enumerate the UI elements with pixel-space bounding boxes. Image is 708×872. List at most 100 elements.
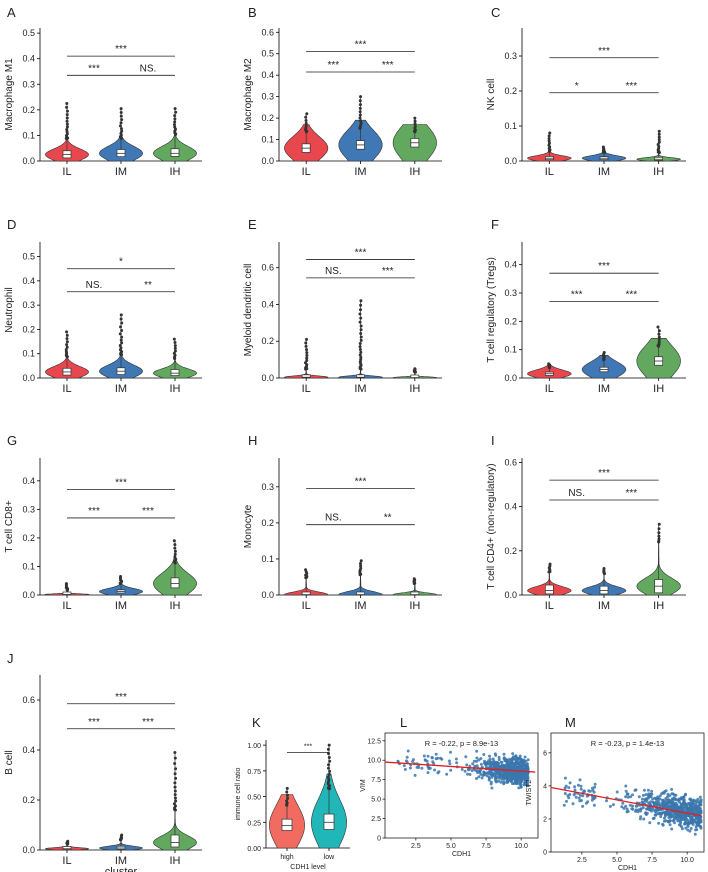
y-axis-label: TWIST2 [526, 780, 533, 806]
scatter-point [437, 770, 441, 774]
scatter-point [695, 828, 699, 832]
outlier-point [327, 763, 331, 767]
box-IH [170, 834, 180, 848]
panel-K: K 0.00 0.25 0.50 0.75 1.00 immune cell ratio hi… [235, 715, 350, 871]
scatter-point [408, 766, 412, 770]
outlier-point [119, 114, 123, 118]
scatter-point [519, 760, 523, 763]
scatter-point [562, 803, 566, 807]
panel-letter: I [491, 433, 495, 448]
y-tick-label: 0.5 [22, 252, 35, 262]
outlier-point [65, 345, 69, 349]
y-tick-label: 0.2 [504, 316, 517, 326]
scatter-point [515, 766, 519, 770]
scatter-point [519, 778, 523, 782]
y-tick-label: 0 [377, 836, 381, 843]
outlier-point [65, 113, 69, 117]
scatter-point [475, 769, 479, 773]
outlier-point [359, 324, 363, 328]
scatter-point [699, 798, 703, 802]
scatter-point [579, 787, 583, 791]
scatter-point [667, 799, 671, 803]
outlier-point [65, 343, 69, 347]
scatter-point [620, 805, 624, 809]
outlier-point [174, 776, 178, 780]
scatter-point [519, 762, 523, 766]
scatter-point [509, 761, 513, 765]
outlier-point [358, 348, 362, 352]
scatter-point [483, 761, 487, 765]
scatter-point [514, 762, 518, 766]
outlier-point [547, 136, 551, 140]
scatter-point [475, 764, 479, 768]
scatter-point [488, 760, 492, 764]
y-tick-label: 0.3 [504, 288, 517, 298]
panel-I: I 0.0 0.2 0.4 0.6 T cell CD4+ (non-regulatory… [486, 433, 686, 612]
outlier-point [657, 531, 661, 535]
y-tick-label: 0.3 [22, 504, 35, 514]
outlier-point [657, 534, 661, 538]
scatter-point [660, 792, 664, 796]
y-tick-label: 0.1 [22, 349, 35, 359]
scatter-point [454, 757, 458, 761]
scatter-point [464, 755, 468, 759]
outlier-point [359, 119, 363, 123]
scatter-point [516, 773, 519, 777]
significance-label: *** [382, 266, 394, 277]
outlier-point [548, 562, 552, 566]
box-IM [356, 374, 365, 379]
scatter-point [565, 799, 568, 803]
outlier-point [359, 335, 363, 339]
scatter-point [502, 752, 506, 756]
scatter-point [634, 809, 637, 813]
outlier-point [119, 574, 123, 578]
significance-label: * [575, 81, 579, 92]
scatter-point [670, 827, 674, 831]
outlier-point [359, 316, 363, 320]
outlier-point [173, 117, 177, 121]
y-tick-label: 0.1 [22, 130, 35, 140]
x-tick-label: IM [115, 166, 127, 178]
scatter-point [653, 809, 657, 813]
outlier-point [285, 793, 289, 797]
scatter-point [673, 802, 677, 806]
x-tick-label: IM [115, 600, 127, 612]
scatter-point [423, 758, 427, 762]
scatter-point [526, 784, 530, 788]
panel-J: J 0.0 0.2 0.4 0.6 B cell IL IM IH *** *** *** cluste… [4, 651, 202, 872]
scatter-point [655, 802, 659, 806]
outlier-point [119, 127, 123, 131]
outlier-point [118, 332, 122, 336]
x-tick-label: IH [409, 600, 420, 612]
scatter-point [671, 819, 675, 823]
scatter-point [672, 796, 676, 800]
outlier-point [305, 348, 309, 352]
scatter-point [678, 823, 681, 827]
scatter-point [624, 804, 628, 808]
y-axis-label: Neutrophil [4, 287, 15, 333]
y-tick-label: 1.00 [247, 743, 261, 750]
panel-H: H 0.0 0.1 0.2 0.3 Monocyte IL IM IH *** NS. ** [243, 433, 442, 612]
scatter-point [488, 770, 492, 774]
y-axis-label: Monocyte [243, 504, 254, 548]
scatter-point [577, 796, 581, 800]
y-tick-label: 0.2 [22, 795, 35, 805]
scatter-point [433, 768, 437, 772]
y-tick-label: 0.2 [22, 105, 35, 115]
significance-label: NS. [325, 266, 342, 277]
scatter-point [695, 823, 699, 827]
box-IH [170, 148, 180, 157]
outlier-point [118, 124, 122, 128]
x-tick-label: IL [545, 600, 554, 612]
significance-label: *** [355, 477, 367, 488]
scatter-point [578, 793, 582, 797]
scatter-point [694, 802, 698, 806]
scatter-points [562, 776, 703, 836]
outlier-point [359, 566, 363, 570]
outlier-point [327, 778, 331, 782]
scatter-point [637, 795, 641, 799]
x-tick-label: IL [302, 166, 311, 178]
scatter-point [512, 782, 516, 785]
scatter-point [645, 807, 649, 811]
scatter-point [485, 771, 489, 775]
